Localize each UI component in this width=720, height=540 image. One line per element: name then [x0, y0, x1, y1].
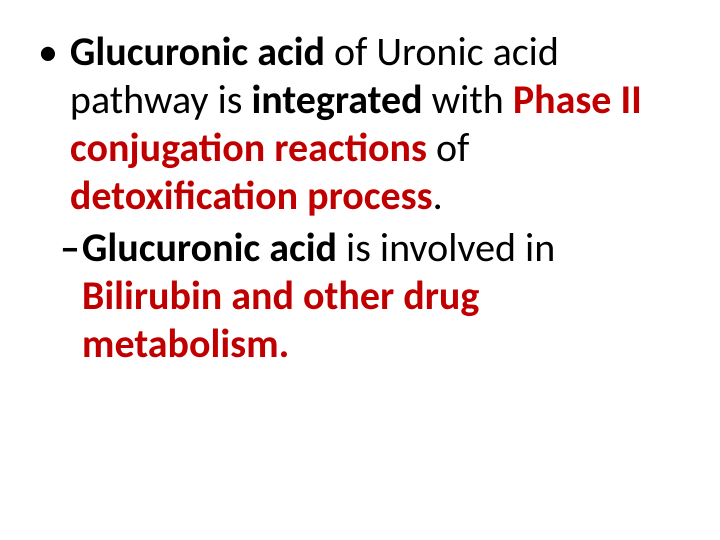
text-run: detoxification process: [70, 171, 433, 220]
slide: • Glucuronic acid of Uronic acid pathway…: [0, 0, 720, 540]
text-run: Bilirubin and other drug metabolism.: [82, 271, 479, 368]
text-run: .: [433, 171, 443, 220]
text-run: of: [427, 123, 469, 172]
sub-bullet-marker: –: [60, 224, 80, 272]
bullet-item: • Glucuronic acid of Uronic acid pathway…: [32, 28, 688, 220]
text-run: Glucuronic acid: [70, 27, 325, 76]
bullet-marker: •: [38, 28, 58, 76]
text-run: Glucuronic acid: [82, 223, 337, 272]
text-run: is involved in: [337, 223, 555, 272]
text-run: integrated: [251, 75, 422, 124]
text-run: with: [423, 75, 513, 124]
sub-bullet-item: – Glucuronic acid is involved in Bilirub…: [32, 224, 688, 368]
bullet-text: Glucuronic acid of Uronic acid pathway i…: [70, 28, 688, 220]
sub-bullet-text: Glucuronic acid is involved in Bilirubin…: [82, 224, 688, 368]
